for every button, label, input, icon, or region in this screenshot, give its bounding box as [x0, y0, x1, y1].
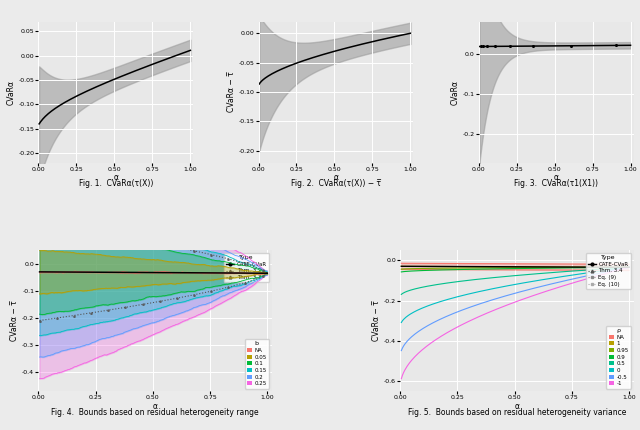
Text: Fig. 3.  CVaRα(τ1(X1)): Fig. 3. CVaRα(τ1(X1))	[514, 179, 598, 188]
X-axis label: α: α	[333, 173, 339, 182]
Legend: NA, 1, 0.95, 0.9, 0.5, 0, -0.5, -1: NA, 1, 0.95, 0.9, 0.5, 0, -0.5, -1	[606, 326, 631, 389]
Legend: NA, 0.05, 0.1, 0.15, 0.2, 0.25: NA, 0.05, 0.1, 0.15, 0.2, 0.25	[244, 339, 269, 389]
X-axis label: α: α	[113, 173, 118, 182]
Text: Fig. 1.  CVaRα(τ(X)): Fig. 1. CVaRα(τ(X))	[79, 179, 153, 188]
Text: Fig. 5.  Bounds based on residual heterogeneity variance: Fig. 5. Bounds based on residual heterog…	[408, 408, 626, 417]
Y-axis label: CVaRα − τ̅: CVaRα − τ̅	[372, 301, 381, 341]
X-axis label: α: α	[152, 402, 157, 411]
X-axis label: α: α	[515, 402, 520, 411]
Y-axis label: CVaRα − τ̅: CVaRα − τ̅	[227, 72, 236, 112]
Y-axis label: CVaRα − τ̅: CVaRα − τ̅	[10, 301, 19, 341]
Y-axis label: CVaRα: CVaRα	[451, 80, 460, 104]
Text: Fig. 4.  Bounds based on residual heterogeneity range: Fig. 4. Bounds based on residual heterog…	[51, 408, 259, 417]
Y-axis label: CVaRα: CVaRα	[6, 80, 15, 104]
Text: Fig. 2.  CVaRα(τ(X)) − τ̅: Fig. 2. CVaRα(τ(X)) − τ̅	[291, 179, 381, 188]
X-axis label: α: α	[554, 173, 559, 182]
